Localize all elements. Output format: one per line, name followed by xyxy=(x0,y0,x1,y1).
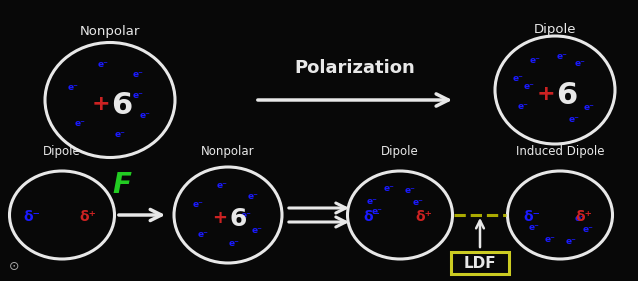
Text: e⁻: e⁻ xyxy=(372,207,383,216)
Text: e⁻: e⁻ xyxy=(404,186,416,195)
Text: δ⁻: δ⁻ xyxy=(524,210,540,224)
Ellipse shape xyxy=(507,171,612,259)
Text: +: + xyxy=(537,84,555,104)
Text: e⁻: e⁻ xyxy=(248,192,258,201)
Text: e⁻: e⁻ xyxy=(569,115,580,124)
Text: e⁻: e⁻ xyxy=(530,56,541,65)
Ellipse shape xyxy=(45,42,175,157)
Text: +: + xyxy=(212,209,228,227)
Text: e⁻: e⁻ xyxy=(251,226,262,235)
Ellipse shape xyxy=(10,171,114,259)
Bar xyxy=(451,252,509,274)
Text: e⁻: e⁻ xyxy=(217,181,228,190)
Ellipse shape xyxy=(174,167,282,263)
Text: Nonpolar: Nonpolar xyxy=(201,146,255,158)
Text: e⁻: e⁻ xyxy=(133,91,144,100)
Text: 6: 6 xyxy=(556,80,577,110)
Text: Dipole: Dipole xyxy=(43,146,81,158)
Text: e⁻: e⁻ xyxy=(556,51,567,60)
Text: 6: 6 xyxy=(229,207,247,231)
Text: δ⁻: δ⁻ xyxy=(364,210,380,224)
Text: e⁻: e⁻ xyxy=(68,83,78,92)
Text: e⁻: e⁻ xyxy=(412,198,423,207)
Text: F: F xyxy=(112,171,131,199)
Text: e⁻: e⁻ xyxy=(582,225,593,234)
Text: δ⁺: δ⁺ xyxy=(80,210,96,224)
Text: e⁻: e⁻ xyxy=(575,59,586,68)
Text: Polarization: Polarization xyxy=(295,59,415,77)
Text: e⁻: e⁻ xyxy=(529,223,540,232)
Text: e⁻: e⁻ xyxy=(197,230,208,239)
Text: e⁻: e⁻ xyxy=(228,239,239,248)
Text: e⁻: e⁻ xyxy=(140,111,151,120)
Text: ⊙: ⊙ xyxy=(9,260,19,273)
Text: e⁻: e⁻ xyxy=(575,214,586,223)
Text: δ⁻: δ⁻ xyxy=(24,210,40,224)
Text: e⁻: e⁻ xyxy=(75,119,85,128)
Text: e⁻: e⁻ xyxy=(524,81,535,90)
Text: e⁻: e⁻ xyxy=(565,237,577,246)
Text: δ⁺: δ⁺ xyxy=(415,210,433,224)
Text: +: + xyxy=(92,94,110,114)
Text: LDF: LDF xyxy=(464,255,496,271)
Text: e⁻: e⁻ xyxy=(518,102,529,111)
Text: e⁻: e⁻ xyxy=(383,184,394,193)
Text: Dipole: Dipole xyxy=(381,146,419,158)
Text: e⁻: e⁻ xyxy=(583,103,594,112)
Text: Dipole: Dipole xyxy=(534,24,576,37)
Text: δ⁺: δ⁺ xyxy=(575,210,593,224)
Text: 6: 6 xyxy=(112,90,133,119)
Ellipse shape xyxy=(495,36,615,144)
Text: e⁻: e⁻ xyxy=(132,70,143,79)
Text: e⁻: e⁻ xyxy=(544,235,555,244)
Text: e⁻: e⁻ xyxy=(192,200,203,209)
Ellipse shape xyxy=(348,171,452,259)
Text: e⁻: e⁻ xyxy=(115,130,126,139)
Text: Nonpolar: Nonpolar xyxy=(80,26,140,38)
Text: e⁻: e⁻ xyxy=(513,74,524,83)
Text: e⁻: e⁻ xyxy=(367,196,378,205)
Text: Induced Dipole: Induced Dipole xyxy=(516,146,604,158)
Text: e⁻: e⁻ xyxy=(241,210,252,219)
Text: e⁻: e⁻ xyxy=(98,60,108,69)
